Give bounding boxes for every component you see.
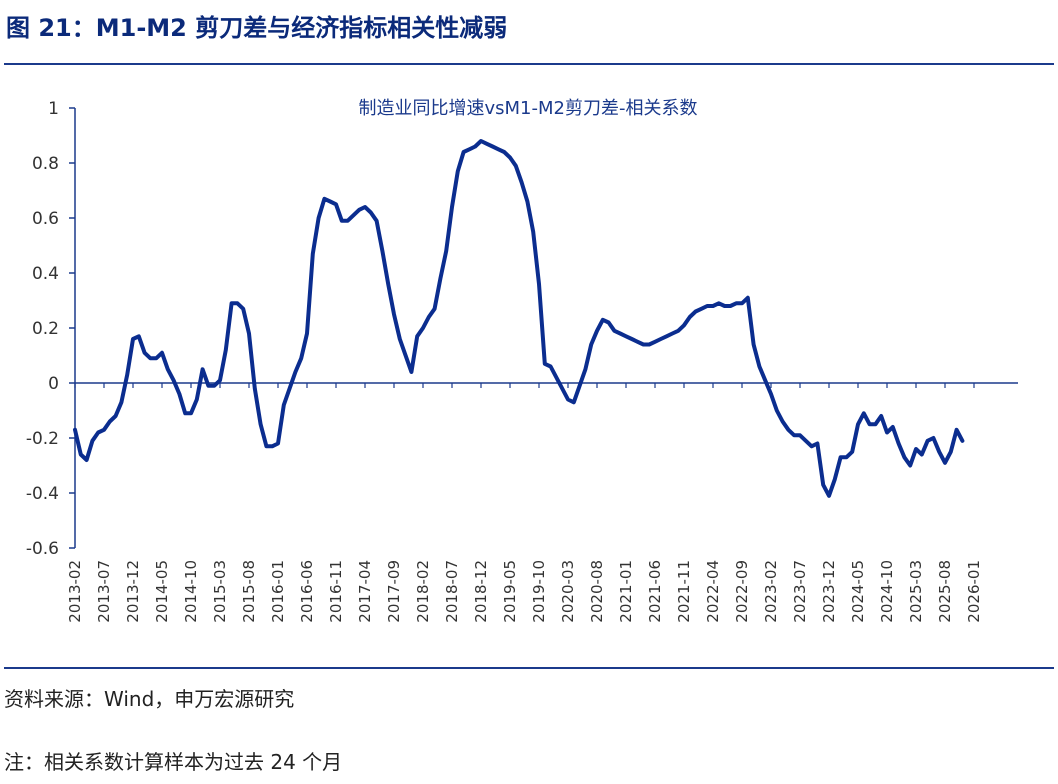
x-tick-label: 2020-08 [588, 560, 606, 623]
y-tick-label: 0 [48, 374, 59, 394]
x-tick-label: 2019-05 [501, 560, 519, 623]
x-tick-label: 2019-10 [530, 560, 548, 623]
x-tick-label: 2013-07 [95, 560, 113, 623]
x-tick-label: 2018-02 [414, 560, 432, 623]
y-axis: -0.6 -0.4 -0.2 0 0.2 0.4 0.6 0.8 1 [26, 99, 75, 559]
x-tick-label: 2026-01 [965, 560, 983, 623]
x-tick-label: 2015-08 [240, 560, 258, 623]
x-tick-label: 2017-04 [356, 560, 374, 623]
x-tick-label: 2014-10 [182, 560, 200, 623]
x-tick-label: 2022-04 [704, 560, 722, 623]
chart-title: 制造业同比增速vsM1-M2剪刀差-相关系数 [359, 98, 698, 119]
x-tick-label: 2024-10 [878, 560, 896, 623]
y-tick-label: 1 [48, 99, 59, 119]
x-tick-label: 2022-09 [733, 560, 751, 623]
x-tick-label: 2025-08 [936, 560, 954, 623]
source-note: 资料来源：Wind，申万宏源研究 [4, 687, 295, 711]
x-tick-label: 2023-12 [820, 560, 838, 623]
x-tick-label: 2023-07 [791, 560, 809, 623]
bottom-divider [4, 667, 1054, 669]
top-divider [4, 63, 1054, 65]
x-tick-label: 2020-03 [559, 560, 577, 623]
x-tick-label: 2013-02 [66, 560, 84, 623]
x-tick-label: 2016-01 [269, 560, 287, 623]
footnote: 注：相关系数计算样本为过去 24 个月 [4, 750, 343, 774]
x-tick-label: 2025-03 [907, 560, 925, 623]
x-tick-label: 2021-01 [617, 560, 635, 623]
x-tick-label: 2018-12 [472, 560, 490, 623]
x-tick-label: 2024-05 [849, 560, 867, 623]
x-tick-label: 2018-07 [443, 560, 461, 623]
y-tick-label: 0.4 [32, 264, 59, 284]
x-tick-label: 2015-03 [211, 560, 229, 623]
x-axis: 2013-02 2013-07 2013-12 2014-05 2014-10 2015-… [66, 383, 983, 623]
x-tick-label: 2016-11 [327, 560, 345, 623]
y-tick-label: -0.2 [26, 429, 59, 449]
x-tick-label: 2016-06 [298, 560, 316, 623]
x-tick-label: 2021-06 [646, 560, 664, 623]
line-chart: 制造业同比增速vsM1-M2剪刀差-相关系数 -0.6 -0.4 -0.2 0 0.2 0… [26, 98, 1018, 623]
y-tick-label: 0.2 [32, 319, 59, 339]
x-tick-label: 2017-09 [385, 560, 403, 623]
y-tick-label: -0.4 [26, 484, 59, 504]
figure-title: 图 21：M1-M2 剪刀差与经济指标相关性减弱 [6, 14, 508, 42]
y-tick-label: 0.6 [32, 209, 59, 229]
x-tick-label: 2021-11 [675, 560, 693, 623]
y-tick-label: -0.6 [26, 539, 59, 559]
x-tick-label: 2014-05 [153, 560, 171, 623]
y-tick-label: 0.8 [32, 154, 59, 174]
correlation-series-line [73, 139, 965, 498]
x-tick-label: 2013-12 [124, 560, 142, 623]
x-tick-label: 2023-02 [762, 560, 780, 623]
